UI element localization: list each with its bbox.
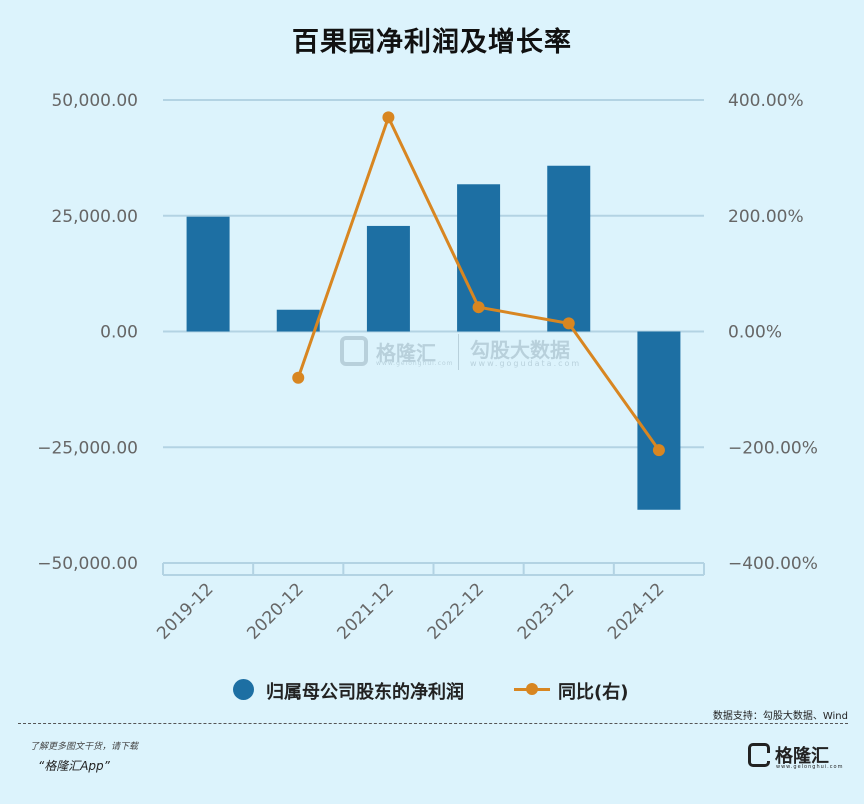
y-left-tick-label: −25,000.00 bbox=[37, 438, 138, 458]
y-left-tick-label: 0.00 bbox=[100, 323, 138, 343]
yoy-point bbox=[652, 444, 665, 457]
watermark-divider bbox=[458, 334, 459, 370]
y-right-tick-label: −200.00% bbox=[728, 438, 818, 458]
legend-bar-label: 归属母公司股东的净利润 bbox=[266, 682, 464, 703]
x-tick-label: 2020-12 bbox=[243, 579, 307, 643]
data-source: 数据支持：勾股大数据、Wind bbox=[712, 711, 848, 722]
footer-logo-name: 格隆汇 bbox=[775, 746, 829, 767]
watermark-brand-left: 格隆汇 bbox=[376, 341, 436, 365]
footer-logo: 格隆汇 www.gelonghui.com bbox=[748, 740, 848, 774]
legend-line-label: 同比(右) bbox=[558, 682, 629, 703]
x-tick-label: 2022-12 bbox=[424, 579, 488, 643]
y-right-tick-label: −400.00% bbox=[728, 554, 818, 574]
chart-legend: 归属母公司股东的净利润 同比(右) bbox=[0, 675, 864, 705]
yoy-point bbox=[382, 111, 395, 124]
yoy-point bbox=[472, 301, 485, 314]
x-tick-label: 2019-12 bbox=[153, 579, 217, 643]
chart-title: 百果园净利润及增长率 bbox=[292, 27, 572, 58]
chart-canvas: 50,000.00 25,000.00 0.00 −25,000.00 −50,000.… bbox=[37, 91, 818, 644]
legend-line-dot bbox=[526, 683, 538, 695]
gelonghui-logo-icon bbox=[748, 743, 770, 767]
legend-bar-swatch bbox=[233, 679, 254, 700]
x-tick-label: 2023-12 bbox=[514, 579, 578, 643]
footer-logo-url: www.gelonghui.com bbox=[776, 764, 844, 770]
y-right-tick-label: 0.00% bbox=[728, 323, 782, 343]
x-tick-label: 2024-12 bbox=[604, 579, 668, 643]
y-left-tick-label: −50,000.00 bbox=[37, 554, 138, 574]
y-right-tick-label: 200.00% bbox=[728, 207, 804, 227]
y-left-tick-label: 25,000.00 bbox=[51, 207, 138, 227]
footer-note: 了解更多图文干货，请下载 bbox=[30, 742, 139, 752]
gelonghui-logo-icon bbox=[340, 336, 368, 366]
watermark: 格隆汇 www.gelonghui.com 勾股大数据 www.gogudata… bbox=[340, 334, 590, 374]
bar-2020-12 bbox=[276, 309, 320, 332]
bar-2023-12 bbox=[547, 165, 591, 332]
bar-2019-12 bbox=[186, 216, 230, 332]
y-right-tick-label: 400.00% bbox=[728, 91, 804, 111]
footer-divider bbox=[18, 723, 848, 724]
yoy-point bbox=[292, 371, 305, 384]
yoy-point bbox=[562, 317, 575, 330]
bar-2024-12 bbox=[637, 331, 681, 510]
footer-app-name: “格隆汇App” bbox=[38, 759, 110, 773]
watermark-brand-right: 勾股大数据 bbox=[470, 338, 570, 362]
x-tick-label: 2021-12 bbox=[334, 579, 398, 643]
watermark-brand-right-url: www.gogudata.com bbox=[470, 359, 582, 368]
watermark-brand-left-url: www.gelonghui.com bbox=[376, 360, 454, 367]
y-left-tick-label: 50,000.00 bbox=[51, 91, 138, 111]
bar-2021-12 bbox=[366, 225, 410, 332]
